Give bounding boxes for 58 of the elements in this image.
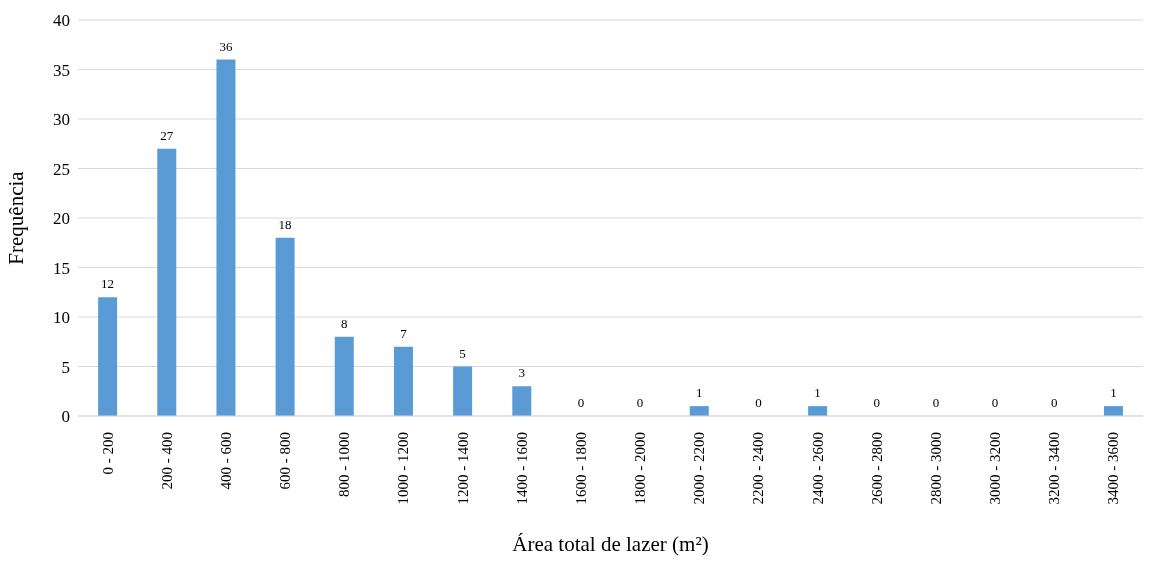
data-label: 18: [278, 216, 292, 232]
data-label: 8: [341, 315, 348, 331]
y-tick-label: 30: [53, 110, 70, 130]
bar: [216, 59, 236, 416]
y-axis-title: Frequência: [4, 170, 29, 265]
x-tick-label: 1600 - 1800: [572, 432, 589, 505]
data-label: 0: [636, 394, 644, 410]
x-tick-label: 600 - 800: [277, 432, 294, 490]
y-tick-label: 35: [53, 60, 70, 80]
data-label: 0: [873, 394, 881, 410]
data-label: 1: [814, 385, 821, 401]
bar: [453, 366, 473, 416]
bar: [393, 346, 413, 416]
y-tick-label: 40: [53, 11, 70, 31]
bar: [1103, 406, 1123, 416]
x-tick-label: 1200 - 1400: [454, 432, 471, 505]
bar: [512, 386, 532, 416]
bar: [157, 148, 177, 416]
bar: [808, 406, 828, 416]
x-tick-label: 3400 - 3600: [1105, 432, 1122, 505]
data-label: 3: [518, 365, 526, 381]
x-tick-label: 2200 - 2400: [750, 432, 767, 505]
bar: [689, 406, 709, 416]
x-tick-label: 2800 - 3000: [927, 432, 944, 505]
x-tick-label: 2600 - 2800: [868, 432, 885, 505]
data-label: 0: [577, 394, 585, 410]
x-tick-label: 1800 - 2000: [632, 432, 649, 505]
x-tick-label: 2400 - 2600: [809, 432, 826, 505]
y-tick-label: 20: [53, 209, 70, 229]
x-tick-label: 200 - 400: [158, 432, 175, 490]
data-label: 1: [1110, 385, 1117, 401]
y-tick-label: 25: [53, 159, 70, 179]
data-label: 27: [160, 127, 174, 143]
x-tick-label: 400 - 600: [217, 432, 234, 490]
y-tick-label: 0: [61, 407, 70, 427]
x-tick-label: 1400 - 1600: [513, 432, 530, 505]
data-label: 0: [1051, 394, 1058, 410]
bar: [334, 336, 354, 416]
bar: [98, 297, 118, 416]
data-label: 0: [755, 394, 762, 410]
data-label: 0: [991, 394, 999, 410]
data-label: 0: [932, 394, 940, 410]
x-tick-label: 1000 - 1200: [395, 432, 412, 505]
y-tick-label: 15: [53, 258, 70, 278]
data-label: 5: [459, 345, 466, 361]
data-label: 1: [696, 385, 703, 401]
x-tick-label: 3000 - 3200: [987, 432, 1004, 505]
bar: [275, 237, 295, 416]
data-label: 36: [219, 38, 233, 54]
x-tick-label: 3200 - 3400: [1046, 432, 1063, 505]
x-tick-label: 0 - 200: [99, 432, 116, 475]
x-tick-label: 2000 - 2200: [691, 432, 708, 505]
data-label: 12: [101, 276, 115, 292]
x-tick-label: 800 - 1000: [336, 432, 353, 497]
y-tick-label: 5: [61, 357, 70, 377]
y-tick-label: 10: [53, 308, 70, 328]
data-label: 7: [400, 325, 408, 341]
x-axis-title: Área total de lazer (m²): [512, 532, 709, 556]
